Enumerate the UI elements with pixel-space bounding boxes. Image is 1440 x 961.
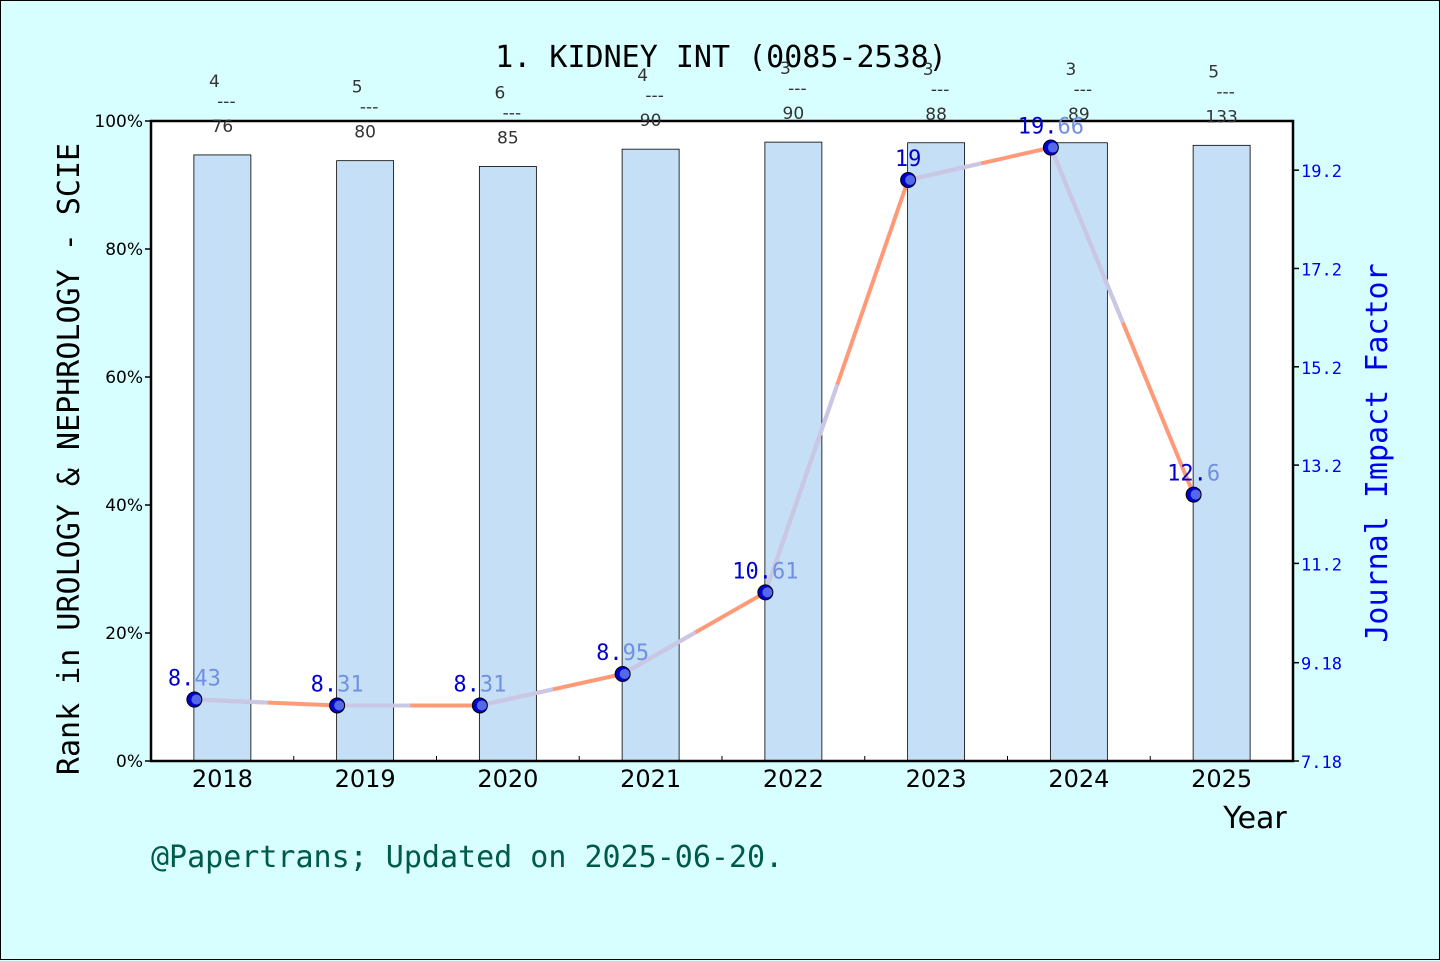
rank-bar	[1049, 142, 1108, 762]
x-tick-label: 2021	[620, 765, 681, 793]
impact-factor-label: 8.31	[311, 672, 364, 697]
x-axis-label: Year	[1222, 801, 1287, 836]
y2-tick-label: 15.2	[1301, 359, 1342, 379]
plot-area: 0% 20% 40% 60% 80% 100% 7.18 9.18 11.2 13.2 15.2 17…	[94, 59, 1342, 793]
y2-axis-label: Journal Impact Factor	[1360, 263, 1395, 642]
y-tick-label: 40%	[105, 496, 143, 516]
x-tick-label: 2022	[763, 765, 824, 793]
footer-credit: @Papertrans; Updated on 2025-06-20.	[151, 840, 783, 875]
rank-separator: ---	[1074, 80, 1092, 100]
x-tick-label: 2020	[477, 765, 538, 793]
impact-factor-label: 8.43	[168, 667, 221, 692]
x-tick-label: 2023	[906, 765, 967, 793]
x-tick-label: 2024	[1048, 765, 1109, 793]
y-tick-label: 20%	[105, 624, 143, 644]
y2-tick-label: 11.2	[1301, 555, 1342, 575]
impact-factor-line-highlight	[763, 384, 839, 595]
chart-title: 1. KIDNEY INT (0085-2538)	[495, 40, 947, 75]
impact-factor-point-glow	[1047, 142, 1058, 153]
x-tick-label: 2025	[1191, 765, 1252, 793]
rank-separator: ---	[645, 86, 663, 106]
rank-separator: ---	[788, 79, 806, 99]
rank-value: 5	[1208, 62, 1219, 82]
impact-factor-label: 12.6	[1167, 462, 1220, 487]
rank-bar	[621, 148, 680, 762]
rank-value: 4	[637, 66, 648, 86]
y-tick-label: 100%	[94, 112, 143, 132]
impact-factor-point-glow	[1190, 489, 1201, 500]
impact-factor-point-glow	[476, 700, 487, 711]
rank-total: 80	[354, 123, 376, 143]
y-tick-label: 0%	[116, 752, 143, 772]
impact-factor-point-glow	[619, 668, 630, 679]
rank-bar	[907, 142, 966, 762]
impact-factor-point-glow	[191, 694, 202, 705]
rank-total: 88	[925, 105, 947, 125]
y2-tick-label: 17.2	[1301, 260, 1342, 280]
rank-value: 6	[494, 83, 505, 103]
rank-separator: ---	[503, 103, 521, 123]
rank-bar	[478, 166, 537, 762]
rank-bar	[193, 154, 252, 762]
rank-total: 90	[640, 111, 662, 131]
rank-separator: ---	[931, 80, 949, 100]
rank-total: 85	[497, 128, 519, 148]
impact-factor-line-highlight	[1048, 145, 1125, 324]
impact-factor-point-glow	[762, 587, 773, 598]
rank-separator: ---	[1216, 82, 1234, 102]
impact-factor-line-highlight	[620, 631, 696, 676]
y-tick-label: 60%	[105, 368, 143, 388]
rank-total: 76	[212, 117, 234, 137]
impact-factor-point-glow	[905, 174, 916, 185]
x-tick-label: 2019	[335, 765, 396, 793]
rank-total: 133	[1205, 107, 1237, 127]
impact-factor-label: 8.95	[596, 641, 649, 666]
plot-background	[151, 121, 1293, 761]
impact-factor-label: 19.66	[1018, 115, 1084, 140]
rank-total: 90	[783, 104, 805, 124]
impact-factor-point-glow	[334, 700, 345, 711]
rank-bar	[336, 160, 395, 762]
y-tick-label: 80%	[105, 240, 143, 260]
y2-tick-label: 9.18	[1301, 655, 1342, 675]
impact-factor-label: 10.61	[732, 559, 798, 584]
rank-total: 89	[1068, 105, 1090, 125]
impact-factor-label: 8.31	[453, 672, 506, 697]
rank-separator: ---	[217, 92, 235, 112]
impact-factor-line-highlight	[906, 161, 982, 182]
rank-value: 3	[923, 60, 934, 80]
rank-separator: ---	[360, 98, 378, 118]
impact-factor-line-highlight	[192, 697, 268, 705]
rank-value: 4	[209, 72, 220, 92]
rank-value: 5	[352, 78, 363, 98]
y2-tick-label: 7.18	[1301, 753, 1342, 773]
y2-tick-label: 19.2	[1301, 162, 1342, 182]
rank-value: 3	[1065, 60, 1076, 80]
y2-tick-label: 13.2	[1301, 457, 1342, 477]
rank-value: 3	[780, 59, 791, 79]
impact-factor-line-highlight	[477, 687, 554, 708]
rank-bar	[1192, 144, 1251, 762]
x-tick-label: 2018	[192, 765, 253, 793]
y-axis-label: Rank in UROLOGY & NEPHROLOGY - SCIE	[52, 143, 87, 775]
impact-factor-label: 19	[895, 147, 922, 172]
